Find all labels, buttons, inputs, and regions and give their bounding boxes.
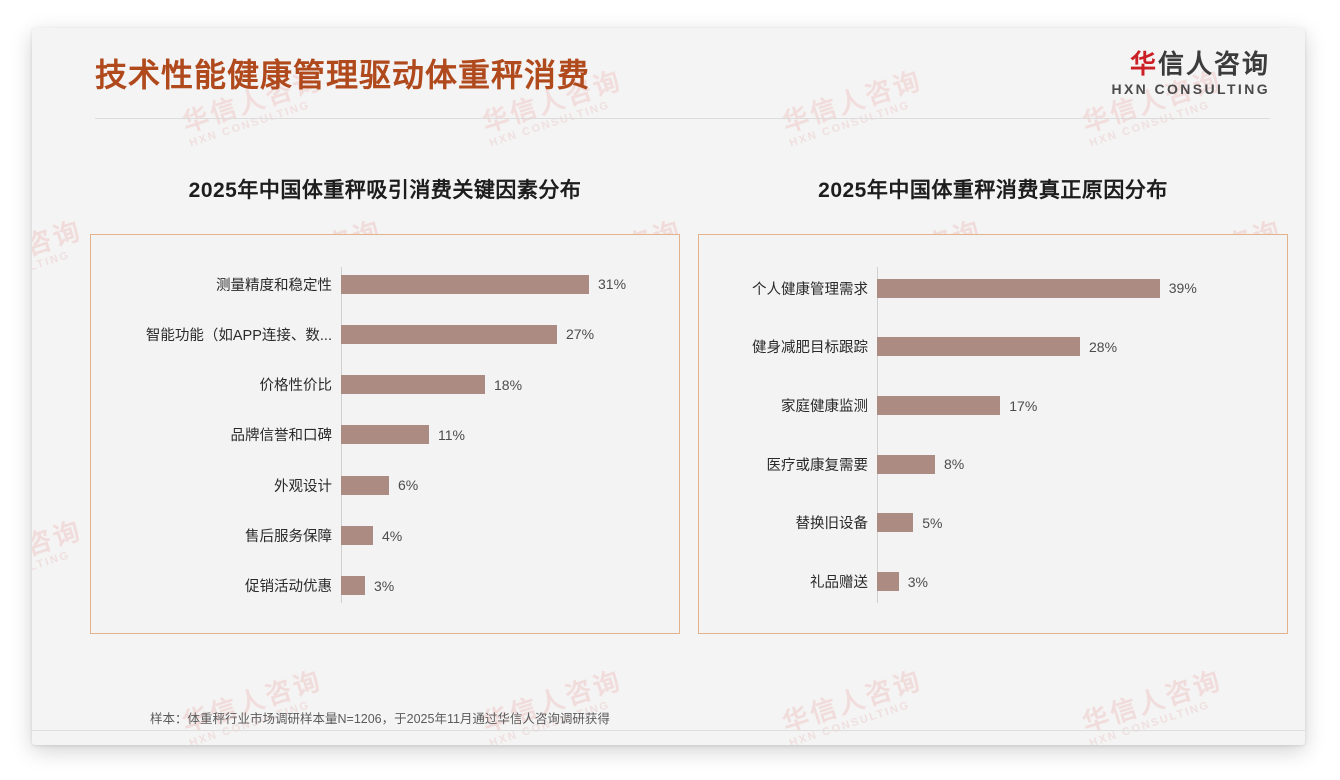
bar-rows-left: 测量精度和稳定性 31% 智能功能（如APP连接、数... 27% 价格性价比 18% 品牌… [91,259,679,611]
chart-block-left: 2025年中国体重秤吸引消费关键因素分布 测量精度和稳定性 31% 智能功能（如AP… [90,128,680,634]
bar-value-label: 31% [598,276,627,293]
bar-value-label: 3% [374,577,395,594]
bar-track: 11% [341,425,679,445]
bar-category-label: 医疗或康复需要 [766,457,869,474]
bar-track: 5% [877,513,1287,533]
bar-rows-right: 个人健康管理需求 39% 健身减肥目标跟踪 28% 家庭健康监测 17% 医疗或康复需要 8%… [699,259,1287,611]
bar-category-label: 促销活动优惠 [245,579,332,596]
chart-block-right: 2025年中国体重秤消费真正原因分布 个人健康管理需求 39% 健身减肥目标跟踪 28… [698,128,1288,634]
bar-row: 外观设计 6% [91,470,679,500]
bar-fill [341,324,557,344]
bar-track: 31% [341,274,679,294]
charts-container: 2025年中国体重秤吸引消费关键因素分布 测量精度和稳定性 31% 智能功能（如AP… [32,128,1305,634]
chart-title-right: 2025年中国体重秤消费真正原因分布 [818,179,1168,202]
logo-chinese-rest: 信人咨询 [1157,49,1270,79]
bar-fill [341,475,389,495]
bar-value-label: 6% [398,477,419,494]
bar-track: 3% [877,572,1287,592]
bar-track: 8% [877,454,1287,474]
slide-header: 技术性能健康管理驱动体重秤消费 华信人咨询 HXN CONSULTING [32,28,1305,120]
bar-fill [877,337,1080,357]
bar-value-label: 17% [1009,397,1038,414]
sample-note: 样本：体重秤行业市场调研样本量N=1206，于2025年11月通过华信人咨询调研… [150,712,610,726]
bar-value-label: 5% [922,514,943,531]
bar-category-label: 个人健康管理需求 [752,281,868,298]
bar-row: 健身减肥目标跟踪 28% [699,332,1287,362]
bar-category-label: 替换旧设备 [795,516,869,533]
bar-row: 替换旧设备 5% [699,508,1287,538]
logo-english-text: HXN CONSULTING [1111,80,1270,97]
footer-divider [32,730,1305,731]
bar-fill [877,278,1160,298]
bar-category-label: 品牌信誉和口碑 [230,428,333,445]
bar-value-label: 27% [566,326,595,343]
bar-category-label: 礼品赠送 [810,575,868,592]
bar-row: 个人健康管理需求 39% [699,273,1287,303]
bar-value-label: 3% [907,573,928,590]
bar-fill [877,572,899,592]
bar-row: 价格性价比 18% [91,370,679,400]
logo-accent-char: 华 [1129,49,1158,79]
bar-row: 智能功能（如APP连接、数... 27% [91,319,679,349]
bar-category-label: 售后服务保障 [245,529,332,546]
bar-category-label: 健身减肥目标跟踪 [752,340,868,357]
bar-track: 17% [877,396,1287,416]
bar-fill [877,454,935,474]
bar-track: 4% [341,526,679,546]
bar-value-label: 28% [1089,338,1118,355]
bar-track: 18% [341,375,679,395]
chart-panel-left: 测量精度和稳定性 31% 智能功能（如APP连接、数... 27% 价格性价比 18% 品牌… [90,234,680,634]
bar-value-label: 11% [438,426,465,443]
bar-value-label: 8% [944,456,965,473]
chart-panel-right: 个人健康管理需求 39% 健身减肥目标跟踪 28% 家庭健康监测 17% 医疗或康复需要 8%… [698,234,1288,634]
bar-row: 医疗或康复需要 8% [699,449,1287,479]
bar-fill [341,576,365,596]
bar-row: 售后服务保障 4% [91,521,679,551]
axis-line-right [877,267,878,603]
bar-track: 3% [341,576,679,596]
bar-fill [341,526,373,546]
slide-footer: ©2026.1 HXR华信人咨询 www.hxrcon.com [32,731,1305,745]
bar-fill [877,513,914,533]
company-logo: 华信人咨询 HXN CONSULTING [1111,50,1270,97]
bar-row: 促销活动优惠 3% [91,571,679,601]
bar-row: 礼品赠送 3% [699,567,1287,597]
bar-track: 39% [877,278,1287,298]
bar-category-label: 家庭健康监测 [781,399,868,416]
bar-value-label: 18% [494,376,523,393]
bar-row: 测量精度和稳定性 31% [91,269,679,299]
bar-fill [341,425,429,445]
chart-title-left: 2025年中国体重秤吸引消费关键因素分布 [188,179,582,202]
bar-value-label: 4% [382,527,403,544]
bar-category-label: 测量精度和稳定性 [216,277,332,294]
slide-canvas: 华信人咨询 HXN CONSULTING 华信人咨询 HXN CONSULTING 华信… [32,28,1305,745]
bar-category-label: 外观设计 [274,478,332,495]
bar-category-label: 价格性价比 [259,378,333,395]
bar-fill [341,375,485,395]
header-divider [95,118,1270,119]
bar-track: 28% [877,337,1287,357]
bar-row: 品牌信誉和口碑 11% [91,420,679,450]
bar-track: 27% [341,324,679,344]
bar-fill [341,274,589,294]
bar-row: 家庭健康监测 17% [699,391,1287,421]
page-title: 技术性能健康管理驱动体重秤消费 [95,57,591,93]
bar-track: 6% [341,475,679,495]
logo-chinese-text: 华信人咨询 [1111,50,1270,79]
bar-fill [877,396,1001,416]
bar-value-label: 39% [1168,280,1197,297]
bar-category-label: 智能功能（如APP连接、数... [145,327,332,344]
